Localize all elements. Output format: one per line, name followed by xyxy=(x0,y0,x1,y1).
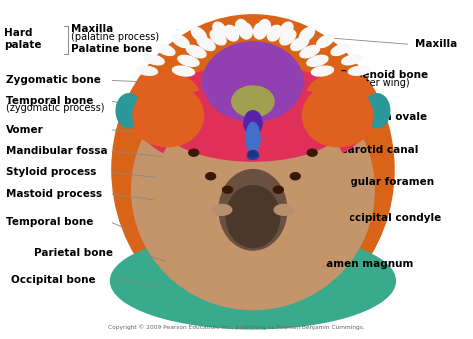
Ellipse shape xyxy=(210,30,226,45)
Text: Zygomatic bone: Zygomatic bone xyxy=(6,75,101,85)
Text: Occipital bone: Occipital bone xyxy=(11,275,96,285)
Ellipse shape xyxy=(192,27,207,41)
Ellipse shape xyxy=(197,37,215,51)
Ellipse shape xyxy=(127,72,204,146)
Ellipse shape xyxy=(213,22,226,37)
Circle shape xyxy=(247,152,259,160)
Ellipse shape xyxy=(236,20,248,35)
Text: Styloid process: Styloid process xyxy=(6,167,96,177)
Ellipse shape xyxy=(331,44,350,56)
Ellipse shape xyxy=(161,84,345,161)
Ellipse shape xyxy=(212,204,232,215)
Text: Carotid canal: Carotid canal xyxy=(340,145,418,155)
Circle shape xyxy=(189,149,199,156)
Ellipse shape xyxy=(300,45,320,58)
Ellipse shape xyxy=(178,55,199,66)
Text: Hard
palate: Hard palate xyxy=(4,28,41,50)
Ellipse shape xyxy=(111,233,395,329)
Ellipse shape xyxy=(239,23,252,39)
Ellipse shape xyxy=(302,85,373,147)
Text: Occipital condyle: Occipital condyle xyxy=(340,213,441,223)
Ellipse shape xyxy=(137,66,369,172)
Ellipse shape xyxy=(302,72,379,146)
Circle shape xyxy=(223,186,233,193)
Text: Maxilla: Maxilla xyxy=(415,39,457,49)
Text: Parietal bone: Parietal bone xyxy=(35,248,114,258)
Text: Vomer: Vomer xyxy=(6,125,44,135)
Text: Temporal bone: Temporal bone xyxy=(6,217,94,226)
Ellipse shape xyxy=(219,170,287,250)
Ellipse shape xyxy=(133,85,203,147)
Ellipse shape xyxy=(342,55,362,65)
Circle shape xyxy=(273,186,283,193)
Text: (palatine process): (palatine process) xyxy=(71,32,159,42)
Ellipse shape xyxy=(112,15,394,324)
Circle shape xyxy=(206,173,216,180)
Text: Palatine bone: Palatine bone xyxy=(71,44,152,54)
Ellipse shape xyxy=(307,55,328,66)
Circle shape xyxy=(290,173,300,180)
Text: Copyright © 2009 Pearson Education, Inc., publishing as Pearson Benjamin Cumming: Copyright © 2009 Pearson Education, Inc.… xyxy=(108,325,365,330)
Circle shape xyxy=(307,149,317,156)
Ellipse shape xyxy=(274,204,294,215)
Ellipse shape xyxy=(317,35,334,47)
Ellipse shape xyxy=(154,97,352,295)
Ellipse shape xyxy=(246,122,259,148)
Ellipse shape xyxy=(364,94,390,128)
Ellipse shape xyxy=(172,35,189,47)
Text: Foramen magnum: Foramen magnum xyxy=(307,259,413,269)
Ellipse shape xyxy=(172,66,194,76)
Ellipse shape xyxy=(280,30,296,45)
Ellipse shape xyxy=(245,111,262,131)
Ellipse shape xyxy=(280,22,293,37)
Ellipse shape xyxy=(136,66,158,75)
Ellipse shape xyxy=(186,45,206,58)
Ellipse shape xyxy=(116,94,141,128)
Ellipse shape xyxy=(131,70,374,310)
Ellipse shape xyxy=(311,66,333,76)
Ellipse shape xyxy=(202,42,304,127)
Ellipse shape xyxy=(232,86,274,117)
Text: Maxilla: Maxilla xyxy=(71,24,113,34)
Text: Mandibular fossa: Mandibular fossa xyxy=(6,146,108,156)
Ellipse shape xyxy=(349,66,370,75)
Text: Jugular foramen: Jugular foramen xyxy=(340,177,435,187)
Text: Sphenoid bone: Sphenoid bone xyxy=(340,70,428,80)
Ellipse shape xyxy=(267,25,281,41)
Ellipse shape xyxy=(258,20,271,35)
Ellipse shape xyxy=(144,55,164,65)
Ellipse shape xyxy=(156,44,175,56)
Text: Temporal bone: Temporal bone xyxy=(6,96,94,105)
Ellipse shape xyxy=(226,186,280,247)
Ellipse shape xyxy=(246,125,260,153)
Ellipse shape xyxy=(224,25,238,41)
Ellipse shape xyxy=(230,87,276,122)
Text: Foramen ovale: Foramen ovale xyxy=(340,113,427,122)
Ellipse shape xyxy=(254,23,267,39)
Text: (zygomatic process): (zygomatic process) xyxy=(6,103,105,113)
Text: Mastoid process: Mastoid process xyxy=(6,189,102,199)
Ellipse shape xyxy=(203,44,302,122)
Circle shape xyxy=(248,151,258,158)
Ellipse shape xyxy=(291,37,309,51)
Text: (greater wing): (greater wing) xyxy=(340,78,410,88)
Ellipse shape xyxy=(299,27,315,41)
Ellipse shape xyxy=(244,112,262,135)
